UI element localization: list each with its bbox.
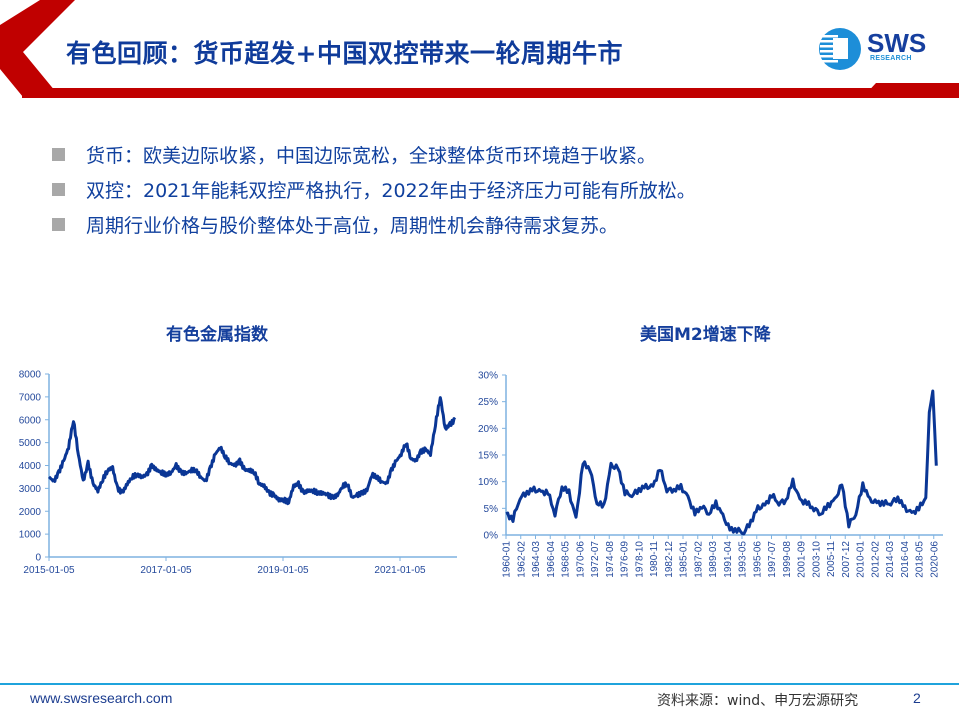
y-tick-label: 3000: [19, 484, 42, 495]
x-tick-label: 1962-02: [516, 541, 527, 578]
x-tick-label: 2021-01-05: [374, 565, 426, 576]
y-tick-label: 0%: [484, 531, 499, 542]
x-tick-label: 1999-08: [782, 541, 793, 578]
x-tick-label: 2016-04: [900, 541, 911, 578]
bullet-item: 周期行业价格与股价整体处于高位，周期性机会静待需求复苏。: [52, 207, 696, 242]
y-tick-label: 7000: [19, 392, 42, 403]
slide-header: 有色回顾：货币超发+中国双控带来一轮周期牛市 SWS RESEARCH: [0, 0, 959, 100]
metals-index-chart: 0 1000 2000 3000 4000 5000 6000 7000 8000 2015-01…: [19, 370, 457, 576]
x-tick-label: 2015-01-05: [23, 565, 75, 576]
x-tick-label: 2019-01-05: [257, 565, 309, 576]
x-tick-label: 2010-01: [856, 541, 867, 578]
bullet-text: 周期行业价格与股价整体处于高位，周期性机会静待需求复苏。: [86, 215, 619, 237]
x-tick-label: 1976-09: [620, 541, 631, 578]
y-tick-label: 30%: [478, 371, 498, 382]
x-tick-label: 1989-03: [708, 541, 719, 578]
x-tick-label: 1991-04: [723, 541, 734, 578]
logo-subtext: RESEARCH: [870, 55, 912, 62]
footer-source-note: 资料来源：wind、申万宏源研究: [657, 693, 859, 709]
x-tick-label: 1978-10: [634, 541, 645, 578]
x-tick-label: 2012-02: [870, 541, 881, 578]
y-tick-label: 2000: [19, 507, 42, 518]
sws-logo-icon: [819, 28, 861, 70]
y-tick-label: 20%: [478, 424, 498, 435]
y-tick-label: 5000: [19, 438, 42, 449]
x-tick-label: 2017-01-05: [140, 565, 192, 576]
bullet-item: 双控：2021年能耗双控严格执行，2022年由于经济压力可能有所放松。: [52, 172, 696, 207]
y-tick-label: 1000: [19, 530, 42, 541]
x-tick-label: 1985-01: [679, 541, 690, 578]
x-tick-label: 1960-01: [502, 541, 513, 578]
x-tick-label: 1997-07: [767, 541, 778, 578]
square-bullet-icon: [52, 183, 65, 196]
page-title: 有色回顾：货币超发+中国双控带来一轮周期牛市: [66, 39, 623, 68]
left-chart-title: 有色金属指数: [166, 325, 268, 345]
footer-website-link[interactable]: www.swsresearch.com: [30, 690, 173, 706]
y-tick-label: 25%: [478, 397, 498, 408]
x-tick-label: 1964-03: [531, 541, 542, 578]
metals-index-line: [47, 396, 457, 506]
y-tick-label: 15%: [478, 451, 498, 462]
x-tick-label: 1970-06: [575, 541, 586, 578]
y-tick-label: 6000: [19, 415, 42, 426]
x-tick-label: 1982-12: [664, 541, 675, 578]
x-tick-label: 1966-04: [546, 541, 557, 578]
y-tick-label: 5%: [484, 504, 499, 515]
bullet-text: 双控：2021年能耗双控严格执行，2022年由于经济压力可能有所放松。: [86, 180, 696, 202]
right-chart-title: 美国M2增速下降: [640, 325, 771, 345]
square-bullet-icon: [52, 218, 65, 231]
bullet-list: 货币：欧美边际收紧，中国边际宽松，全球整体货币环境趋于收紧。 双控：2021年能…: [52, 137, 696, 242]
x-tick-label: 1972-07: [590, 541, 601, 578]
bullet-text: 货币：欧美边际收紧，中国边际宽松，全球整体货币环境趋于收紧。: [86, 145, 657, 167]
x-tick-label: 1987-02: [693, 541, 704, 578]
x-tick-label: 1974-08: [605, 541, 616, 578]
x-tick-label: 1995-06: [752, 541, 763, 578]
y-tick-label: 8000: [19, 370, 42, 381]
bullet-item: 货币：欧美边际收紧，中国边际宽松，全球整体货币环境趋于收紧。: [52, 137, 696, 172]
y-tick-label: 10%: [478, 477, 498, 488]
m2-growth-line: [505, 389, 938, 536]
x-tick-label: 1968-05: [561, 541, 572, 578]
header-frame-decoration: [0, 0, 959, 98]
logo-text: SWS: [867, 28, 927, 58]
page-number: 2: [913, 690, 921, 706]
x-tick-label: 2020-06: [929, 541, 940, 578]
x-tick-label: 2001-09: [797, 541, 808, 578]
us-m2-growth-chart: 0% 5% 10% 15% 20% 25% 30% 1960-01 1962-02 1964-03…: [478, 371, 943, 578]
x-tick-label: 2007-12: [841, 541, 852, 578]
x-tick-label: 2003-10: [811, 541, 822, 578]
x-tick-label: 2005-11: [826, 541, 837, 577]
square-bullet-icon: [52, 148, 65, 161]
x-tick-label: 2014-03: [885, 541, 896, 578]
y-tick-label: 0: [35, 553, 41, 564]
y-tick-label: 4000: [19, 461, 42, 472]
footer-divider: [0, 683, 959, 685]
sws-logo: SWS RESEARCH: [818, 27, 943, 71]
x-tick-label: 1993-05: [738, 541, 749, 578]
x-tick-label: 2018-05: [915, 541, 926, 578]
x-tick-label: 1980-11: [649, 541, 660, 577]
